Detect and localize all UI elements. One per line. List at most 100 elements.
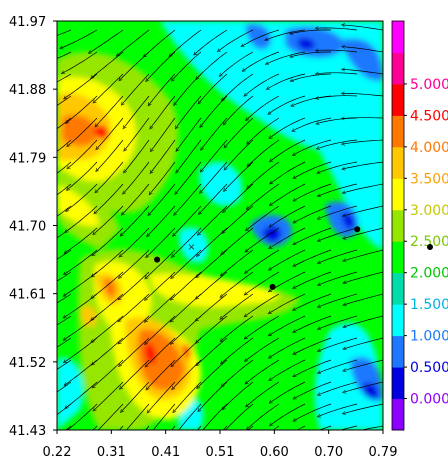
streamline xyxy=(223,205,254,233)
streamline xyxy=(148,381,176,412)
streamline xyxy=(61,29,98,48)
streamline xyxy=(172,51,202,80)
streamlines xyxy=(57,25,383,430)
streamline xyxy=(247,403,280,429)
streamline xyxy=(172,337,202,366)
streamline xyxy=(57,183,72,196)
streamline xyxy=(65,359,98,385)
colorbar-segment xyxy=(392,146,404,179)
streamline xyxy=(248,161,280,188)
contour-region xyxy=(108,286,113,300)
y-tick-label: 41.70 xyxy=(9,220,46,235)
streamline xyxy=(319,227,358,241)
streamline xyxy=(318,425,332,430)
contour-region xyxy=(62,114,98,147)
streamline xyxy=(293,117,332,131)
colorbar-segment xyxy=(392,367,404,400)
streamline xyxy=(344,271,383,283)
streamline xyxy=(57,205,72,217)
streamline xyxy=(57,73,72,83)
streamline xyxy=(96,161,124,192)
streamline xyxy=(199,73,228,103)
colorbar-label: 1.000 xyxy=(410,329,448,345)
streamline xyxy=(221,315,254,341)
streamline xyxy=(172,227,202,257)
colorbar-segment xyxy=(392,83,404,116)
streamline xyxy=(344,359,383,371)
streamline xyxy=(90,29,124,53)
streamline xyxy=(197,249,228,277)
y-tick-label: 41.79 xyxy=(9,151,46,166)
streamline xyxy=(318,183,358,196)
contour-region xyxy=(94,125,109,140)
streamline xyxy=(224,95,254,124)
contour-region xyxy=(245,23,271,50)
colorbar-label: 2.000 xyxy=(410,266,448,282)
streamline xyxy=(245,271,280,294)
streamline xyxy=(319,381,358,395)
streamline xyxy=(246,95,280,120)
streamline xyxy=(344,315,383,327)
contour-region xyxy=(80,305,97,327)
streamline xyxy=(57,95,72,106)
streamline xyxy=(294,359,332,376)
streamline xyxy=(269,315,306,335)
streamline xyxy=(120,227,150,256)
streamline xyxy=(97,403,124,430)
streamline xyxy=(147,51,176,81)
streamline xyxy=(149,183,176,215)
colorbar-label: 2.500 xyxy=(410,234,448,250)
streamline xyxy=(248,139,280,166)
station-marker xyxy=(269,283,276,290)
streamline xyxy=(198,359,228,388)
streamline xyxy=(270,337,306,358)
streamline xyxy=(67,95,98,123)
colorbar-segment xyxy=(392,21,404,53)
streamline xyxy=(151,117,176,151)
colorbar-label: 3.000 xyxy=(410,203,448,219)
streamline xyxy=(174,381,202,412)
streamline xyxy=(92,51,124,78)
streamline xyxy=(177,117,202,150)
streamline xyxy=(199,183,228,214)
streamline xyxy=(149,73,176,105)
streamline xyxy=(270,381,306,403)
streamline xyxy=(294,315,332,332)
streamline xyxy=(197,337,228,365)
streamline xyxy=(269,95,306,114)
streamline xyxy=(145,425,150,430)
streamline xyxy=(94,205,124,234)
streamline xyxy=(318,161,358,173)
streamline xyxy=(196,315,228,343)
streamline xyxy=(225,117,254,147)
contour-region xyxy=(104,278,116,296)
streamline xyxy=(344,249,383,261)
streamline xyxy=(294,337,332,354)
streamline xyxy=(119,249,150,278)
streamline xyxy=(201,139,228,171)
streamline xyxy=(57,161,72,174)
y-tick-label: 41.97 xyxy=(9,15,46,30)
streamline xyxy=(68,139,98,168)
streamline xyxy=(201,117,228,149)
streamline xyxy=(317,73,358,74)
streamline xyxy=(68,117,98,146)
streamline xyxy=(221,293,254,319)
streamline xyxy=(122,183,150,214)
streamline xyxy=(119,315,150,343)
streamline xyxy=(294,227,332,244)
streamline xyxy=(271,403,306,425)
streamline xyxy=(176,95,202,128)
streamline xyxy=(120,359,150,389)
streamline xyxy=(92,293,124,320)
colorbar-label: 0.000 xyxy=(410,392,448,408)
colorbar-label: 1.500 xyxy=(410,297,448,313)
colorbar-label: 4.500 xyxy=(410,108,448,124)
streamline xyxy=(145,271,176,300)
streamline xyxy=(317,50,358,53)
colorbar-segment xyxy=(392,272,404,305)
y-axis: 41.43 41.52 41.61 41.70 41.79 41.88 41.97 xyxy=(9,15,57,439)
y-tick-label: 41.61 xyxy=(9,288,46,303)
streamline xyxy=(97,117,124,149)
streamline xyxy=(246,249,280,273)
